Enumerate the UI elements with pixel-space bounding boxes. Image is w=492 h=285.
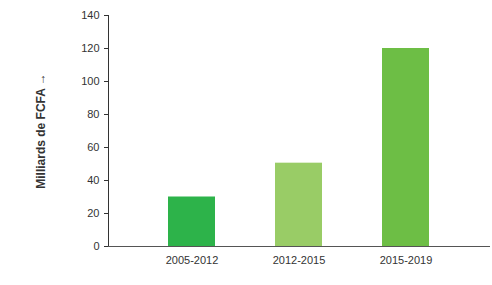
svg-text:60: 60 [87,141,99,153]
svg-text:40: 40 [87,174,99,186]
svg-text:120: 120 [81,42,99,54]
svg-text:80: 80 [87,108,99,120]
svg-text:2012-2015: 2012-2015 [273,254,326,266]
svg-text:2015-2019: 2015-2019 [380,254,433,266]
svg-text:20: 20 [87,207,99,219]
svg-text:140: 140 [81,9,99,21]
svg-text:2005-2012: 2005-2012 [166,254,219,266]
svg-text:0: 0 [93,240,99,252]
svg-text:100: 100 [81,75,99,87]
svg-text:Milliards de FCFA →: Milliards de FCFA → [34,73,48,189]
